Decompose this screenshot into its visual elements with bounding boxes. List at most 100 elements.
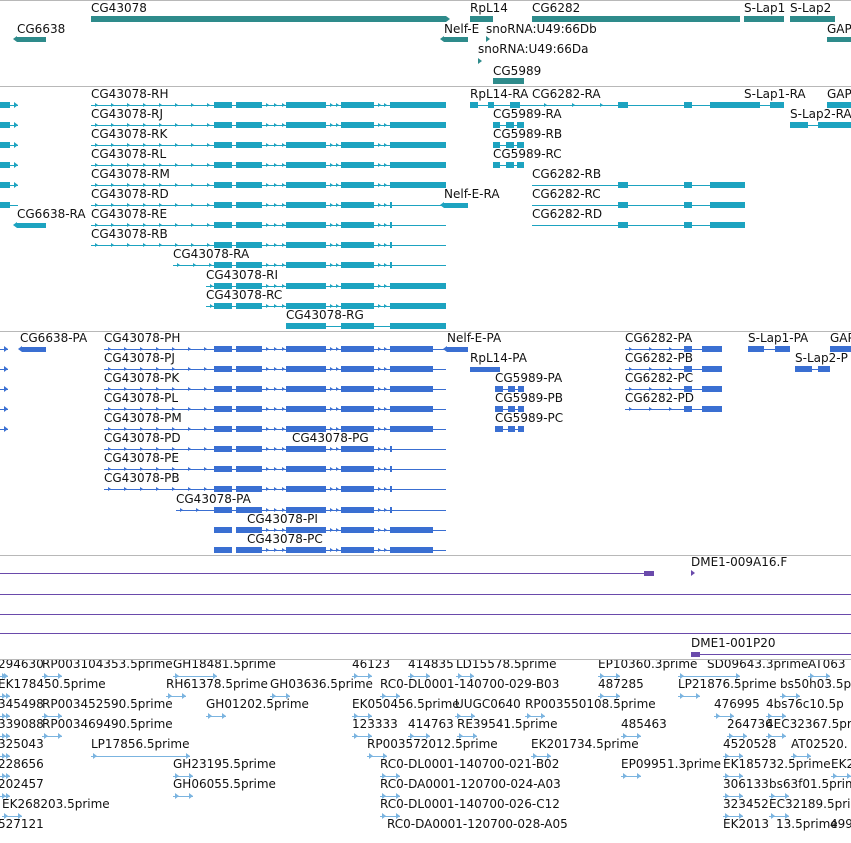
exon-block[interactable] [286, 507, 326, 513]
exon-block[interactable] [702, 406, 722, 412]
exon-block[interactable] [286, 346, 326, 352]
exon-block[interactable] [214, 202, 232, 208]
exon-block[interactable] [390, 182, 446, 188]
exon-block[interactable] [532, 16, 740, 22]
exon-block[interactable] [518, 386, 524, 392]
exon-block[interactable] [214, 102, 232, 108]
exon-block[interactable] [470, 366, 500, 372]
exon-block[interactable] [390, 202, 392, 208]
exon-block[interactable] [236, 283, 262, 289]
exon-block[interactable] [488, 102, 494, 108]
exon-block[interactable] [0, 142, 10, 148]
exon-block[interactable] [618, 222, 628, 228]
exon-block[interactable] [214, 142, 232, 148]
exon-block[interactable] [286, 386, 326, 392]
exon-block[interactable] [493, 162, 500, 168]
exon-block[interactable] [341, 507, 374, 513]
exon-block[interactable] [390, 466, 392, 472]
exon-block[interactable] [286, 303, 326, 309]
exon-block[interactable] [341, 222, 374, 228]
exon-block[interactable] [508, 386, 515, 392]
exon-block[interactable] [517, 142, 524, 148]
exon-block[interactable] [236, 386, 262, 392]
exon-block[interactable] [214, 446, 232, 452]
exon-block[interactable] [236, 446, 262, 452]
exon-block[interactable] [341, 466, 374, 472]
exon-block[interactable] [390, 102, 446, 108]
exon-block[interactable] [508, 406, 515, 412]
exon-block[interactable] [236, 122, 262, 128]
exon-block[interactable] [341, 283, 374, 289]
exon-block[interactable] [286, 102, 326, 108]
exon-block[interactable] [390, 142, 446, 148]
exon-block[interactable] [236, 426, 262, 432]
exon-block[interactable] [341, 366, 374, 372]
exon-block[interactable] [495, 406, 503, 412]
exon-block[interactable] [292, 446, 326, 452]
exon-block[interactable] [827, 102, 851, 108]
exon-block[interactable] [710, 102, 745, 108]
exon-block[interactable] [236, 202, 262, 208]
exon-block[interactable] [390, 242, 392, 248]
exon-block[interactable] [684, 366, 692, 372]
exon-block[interactable] [286, 242, 326, 248]
exon-block[interactable] [286, 202, 326, 208]
exon-block[interactable] [0, 102, 10, 108]
exon-block[interactable] [214, 406, 232, 412]
exon-block[interactable] [236, 466, 262, 472]
exon-block[interactable] [214, 486, 232, 492]
exon-block[interactable] [236, 303, 262, 309]
exon-block[interactable] [214, 426, 232, 432]
exon-block[interactable] [390, 262, 392, 268]
exon-block[interactable] [341, 242, 374, 248]
exon-block[interactable] [818, 122, 851, 128]
exon-block[interactable] [390, 426, 433, 432]
exon-block[interactable] [341, 406, 374, 412]
exon-block[interactable] [341, 486, 374, 492]
exon-block[interactable] [286, 426, 326, 432]
exon-block[interactable] [390, 406, 433, 412]
exon-block[interactable] [236, 547, 262, 553]
exon-block[interactable] [286, 222, 326, 228]
exon-block[interactable] [517, 162, 524, 168]
exon-block[interactable] [447, 346, 468, 352]
exon-block[interactable] [444, 36, 468, 42]
exon-block[interactable] [390, 386, 433, 392]
exon-block[interactable] [236, 406, 262, 412]
exon-block[interactable] [770, 102, 784, 108]
exon-block[interactable] [236, 366, 262, 372]
exon-block[interactable] [286, 486, 326, 492]
exon-block[interactable] [506, 142, 514, 148]
exon-block[interactable] [684, 182, 692, 188]
exon-block[interactable] [341, 122, 374, 128]
exon-block[interactable] [495, 386, 503, 392]
exon-block[interactable] [644, 570, 654, 576]
exon-block[interactable] [341, 547, 374, 553]
exon-block[interactable] [286, 122, 326, 128]
exon-block[interactable] [702, 366, 722, 372]
exon-block[interactable] [214, 242, 232, 248]
exon-block[interactable] [214, 222, 232, 228]
exon-block[interactable] [444, 202, 468, 208]
exon-block[interactable] [0, 162, 10, 168]
exon-block[interactable] [795, 366, 812, 372]
exon-block[interactable] [236, 262, 262, 268]
exon-block[interactable] [236, 102, 262, 108]
exon-block[interactable] [470, 102, 478, 108]
exon-block[interactable] [236, 486, 262, 492]
exon-block[interactable] [236, 527, 262, 533]
exon-block[interactable] [684, 386, 692, 392]
exon-block[interactable] [341, 262, 374, 268]
exon-block[interactable] [214, 507, 232, 513]
exon-block[interactable] [493, 78, 524, 84]
exon-block[interactable] [236, 346, 262, 352]
exon-block[interactable] [0, 182, 10, 188]
exon-block[interactable] [286, 262, 326, 268]
exon-block[interactable] [710, 202, 745, 208]
exon-block[interactable] [790, 16, 835, 22]
exon-block[interactable] [827, 36, 851, 42]
exon-block[interactable] [390, 323, 446, 329]
exon-block[interactable] [214, 262, 232, 268]
exon-block[interactable] [341, 182, 374, 188]
exon-block[interactable] [214, 283, 232, 289]
